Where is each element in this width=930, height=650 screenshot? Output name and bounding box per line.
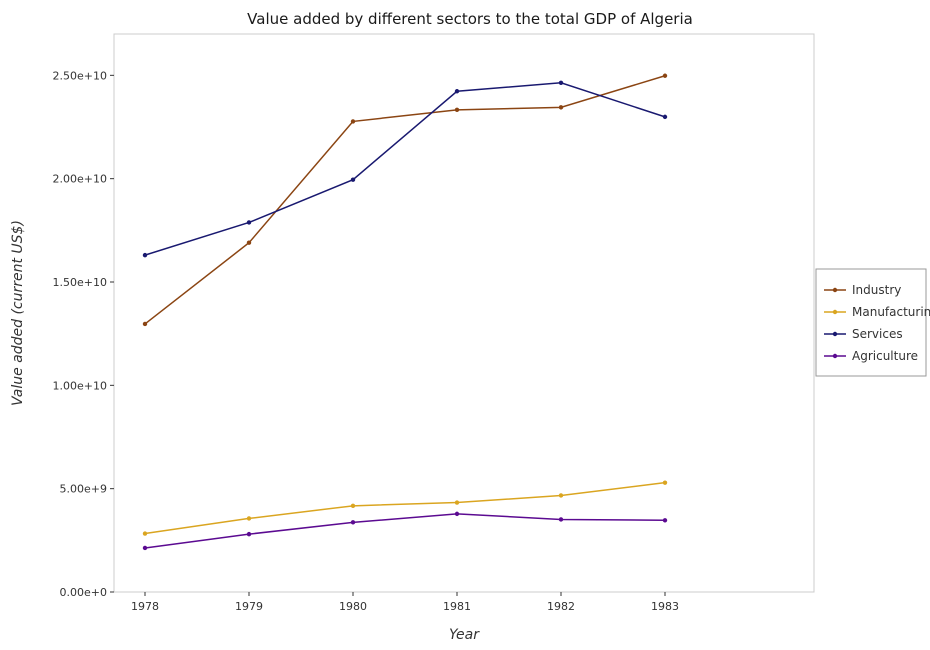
- series-line-manufacturing: [144, 481, 666, 535]
- legend-marker-agriculture: [832, 353, 838, 359]
- y-tick-label: 0.00e+0: [60, 586, 107, 599]
- y-tick-label: 1.00e+10: [53, 379, 107, 392]
- data-point-agriculture: [142, 545, 148, 551]
- data-point-industry: [246, 240, 252, 245]
- data-point-manufacturing: [662, 480, 668, 485]
- series-agriculture: [142, 511, 668, 551]
- y-tick-label: 2.00e+10: [53, 173, 107, 186]
- data-point-services: [662, 114, 668, 120]
- chart-title: Value added by different sectors to the …: [247, 10, 693, 28]
- data-point-industry: [662, 73, 668, 78]
- legend-box: [815, 268, 927, 377]
- data-point-manufacturing: [350, 503, 356, 509]
- data-point-industry: [350, 119, 356, 124]
- series-line-agriculture: [144, 513, 666, 549]
- x-tick-label: 1983: [651, 600, 679, 613]
- data-point-services: [142, 252, 148, 258]
- legend-marker-industry: [832, 287, 838, 293]
- data-point-services: [558, 80, 564, 85]
- legend: Industry Manufacturing Services Agriculture: [815, 268, 930, 377]
- x-axis: 1978 1979 1980 1981 1982 1983: [131, 592, 679, 613]
- y-tick-label: 2.50e+10: [53, 69, 107, 82]
- data-point-services: [454, 89, 460, 94]
- x-tick-label: 1978: [131, 600, 159, 613]
- x-tick-label: 1982: [547, 600, 575, 613]
- plot-area: [113, 33, 815, 593]
- x-tick-label: 1981: [443, 600, 471, 613]
- x-tick-label: 1980: [339, 600, 367, 613]
- y-tick-label: 1.50e+10: [53, 276, 107, 289]
- legend-marker-services: [832, 331, 838, 337]
- y-axis: 0.00e+0 5.00e+9 1.00e+10 1.50e+10 2.00e+10 2.…: [53, 69, 114, 599]
- legend-label-agriculture: Agriculture: [852, 349, 918, 363]
- legend-label-manufacturing: Manufacturing: [852, 305, 930, 319]
- data-point-industry: [558, 105, 564, 110]
- data-point-agriculture: [558, 517, 564, 522]
- data-point-services: [350, 177, 356, 182]
- series-industry: [142, 73, 668, 327]
- data-point-manufacturing: [558, 493, 564, 498]
- data-point-industry: [142, 321, 148, 327]
- x-tick-label: 1979: [235, 600, 263, 613]
- data-point-manufacturing: [454, 500, 460, 505]
- data-point-agriculture: [246, 531, 252, 537]
- legend-marker-manufacturing: [832, 309, 838, 315]
- y-tick-label: 5.00e+9: [60, 483, 107, 496]
- data-point-agriculture: [662, 518, 668, 523]
- data-point-manufacturing: [142, 531, 148, 536]
- legend-label-services: Services: [852, 327, 903, 341]
- series-layer: [142, 73, 668, 551]
- data-point-agriculture: [350, 520, 356, 525]
- data-point-agriculture: [454, 511, 460, 517]
- series-manufacturing: [142, 480, 668, 536]
- x-axis-label: Year: [449, 627, 480, 643]
- series-line-services: [144, 82, 666, 256]
- data-point-manufacturing: [246, 516, 252, 521]
- series-line-industry: [144, 75, 666, 325]
- series-services: [142, 80, 668, 258]
- legend-label-industry: Industry: [852, 283, 901, 297]
- data-point-services: [246, 220, 252, 225]
- y-axis-label: Value added (current US$): [10, 220, 26, 406]
- data-point-industry: [454, 107, 460, 113]
